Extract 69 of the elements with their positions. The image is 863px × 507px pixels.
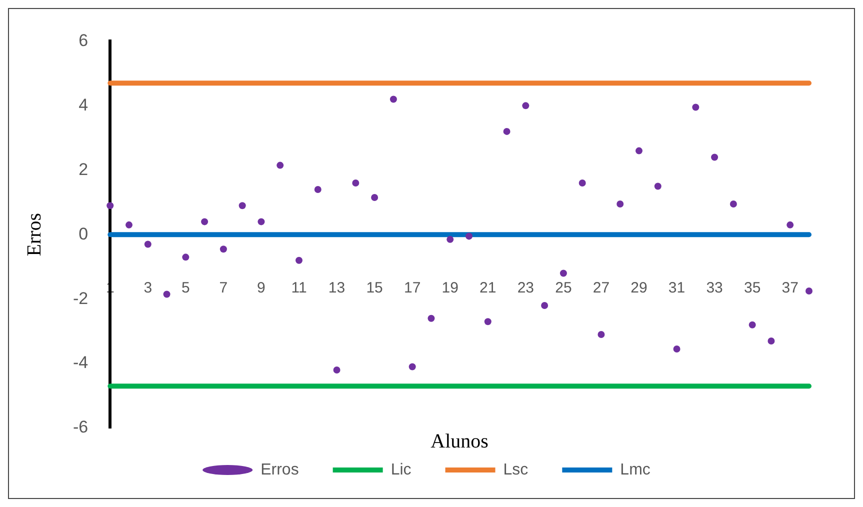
x-tick-label: 25 xyxy=(555,280,572,297)
point xyxy=(466,232,472,240)
y-tick-label: -4 xyxy=(72,353,88,372)
x-tick-label: 11 xyxy=(291,280,307,297)
y-tick-label: 4 xyxy=(78,95,88,114)
y-tick-label: 2 xyxy=(78,160,88,179)
x-tick-label: 29 xyxy=(630,280,648,297)
point xyxy=(144,240,152,248)
point xyxy=(390,96,397,103)
point xyxy=(711,154,718,161)
y-tick-label: -6 xyxy=(72,418,88,437)
point xyxy=(333,366,340,374)
point xyxy=(238,202,246,210)
point xyxy=(446,236,454,243)
x-tick-label: 7 xyxy=(219,280,228,297)
point xyxy=(182,254,190,261)
legend-label: Erros xyxy=(260,461,299,478)
point xyxy=(428,314,435,322)
legend-label: Lsc xyxy=(503,461,528,478)
point xyxy=(314,186,322,193)
point xyxy=(503,128,510,135)
x-tick-label: 21 xyxy=(480,280,496,297)
point xyxy=(220,246,227,253)
point xyxy=(786,221,794,228)
x-tick-label: 3 xyxy=(144,280,152,297)
point xyxy=(201,218,208,226)
point xyxy=(522,102,530,110)
point xyxy=(371,194,378,202)
point xyxy=(258,218,265,226)
point xyxy=(616,200,624,208)
point xyxy=(408,363,416,370)
point xyxy=(654,182,662,190)
x-tick-label: 13 xyxy=(328,280,346,297)
y-tick-label: 6 xyxy=(78,30,88,50)
point xyxy=(636,147,642,154)
x-tick-label: 31 xyxy=(668,280,686,297)
x-tick-label: 23 xyxy=(517,280,534,297)
legend-label: Lic xyxy=(390,461,412,478)
legend-label: Lmc xyxy=(620,461,650,478)
point xyxy=(276,162,284,169)
point xyxy=(598,331,605,338)
point xyxy=(484,318,492,326)
x-axis-title: Alunos xyxy=(430,430,489,452)
point xyxy=(578,180,586,187)
point xyxy=(806,288,812,295)
y-tick-label: 0 xyxy=(78,224,88,244)
x-tick-label: 15 xyxy=(366,280,383,297)
point xyxy=(560,270,567,277)
point xyxy=(352,180,360,187)
point xyxy=(163,290,170,298)
x-tick-label: 37 xyxy=(782,280,798,297)
x-tick-label: 35 xyxy=(744,280,761,297)
point xyxy=(692,104,700,111)
x-tick-label: 27 xyxy=(592,280,610,297)
x-tick-label: 17 xyxy=(404,280,421,297)
point xyxy=(106,202,114,210)
point xyxy=(730,200,737,208)
point xyxy=(768,337,775,344)
point xyxy=(296,256,303,264)
y-tick-label: -2 xyxy=(72,288,88,308)
x-tick-label: 9 xyxy=(257,280,266,297)
x-tick-label: 5 xyxy=(182,280,190,297)
point xyxy=(126,221,133,228)
x-tick-label: 19 xyxy=(442,280,458,297)
y-axis-title: Erros xyxy=(23,212,46,256)
point xyxy=(541,302,548,310)
x-tick-label: 33 xyxy=(706,280,723,297)
point xyxy=(748,321,756,328)
point xyxy=(673,346,680,353)
